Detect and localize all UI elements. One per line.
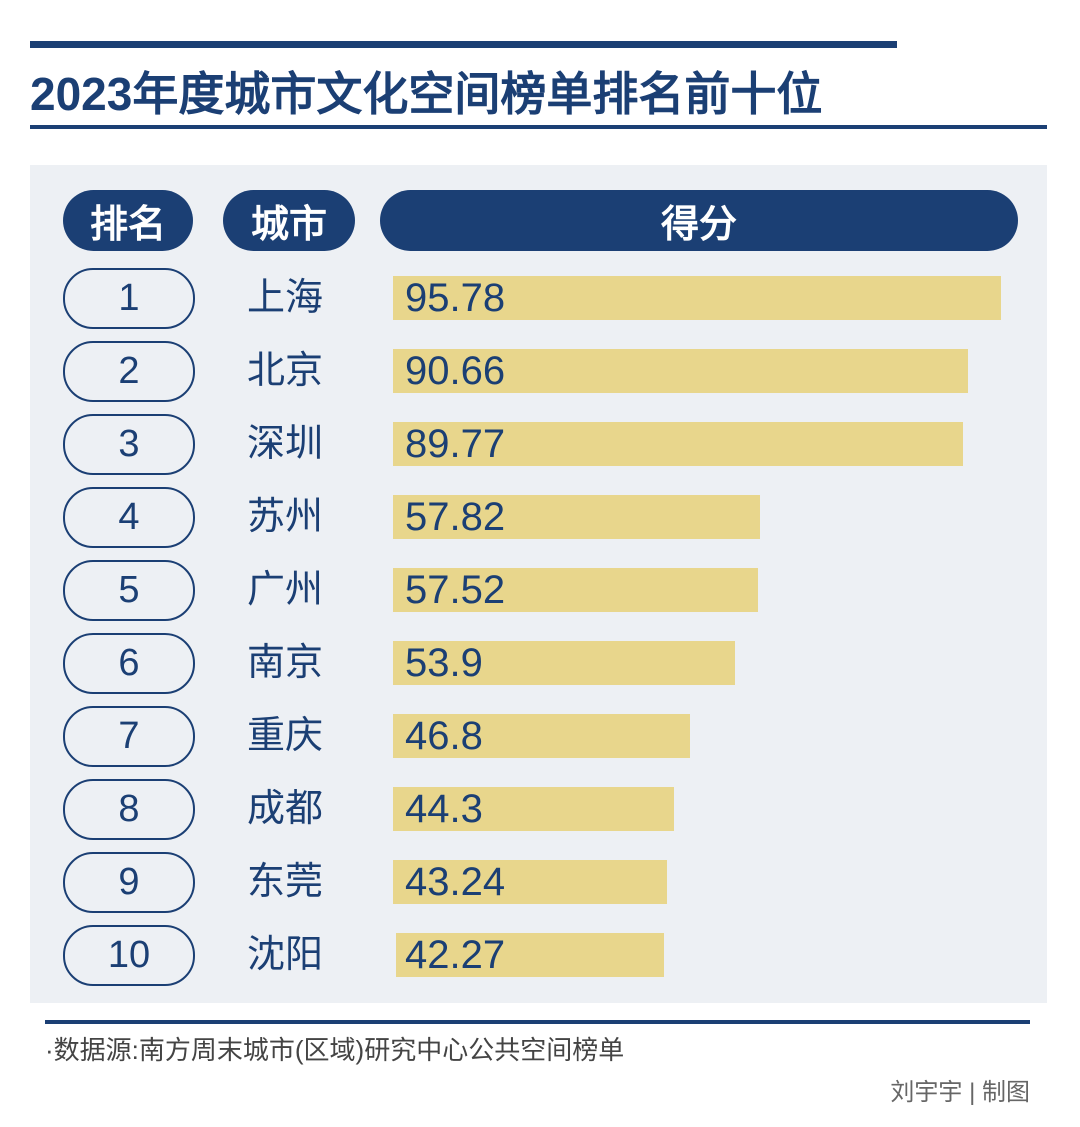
city-label-2: 北京: [247, 350, 324, 392]
bar-6: [393, 641, 736, 685]
bar-5: [393, 568, 759, 612]
value-label-2: 90.66: [405, 349, 506, 393]
city-label-3: 深圳: [247, 423, 324, 465]
city-label-10: 沈阳: [247, 934, 324, 976]
rank-pill-8: 8: [63, 779, 195, 840]
chart-title: 2023年度城市文化空间榜单排名前十位: [30, 68, 823, 120]
title-top-rule: [30, 41, 897, 48]
bar-8: [393, 787, 675, 831]
rank-pill-3: 3: [63, 414, 195, 475]
bar-7: [393, 714, 691, 758]
rank-pill-5: 5: [63, 560, 195, 621]
city-label-9: 东莞: [247, 861, 324, 903]
bar-4: [393, 495, 761, 539]
bar-3: [393, 422, 963, 466]
city-label-8: 成都: [247, 788, 324, 830]
source-note: ·数据源:南方周末城市(区域)研究中心公共空间榜单: [45, 1035, 625, 1065]
credit-note: 刘宇宇 | 制图: [890, 1079, 1030, 1106]
bar-10: [396, 933, 665, 977]
value-label-5: 57.52: [405, 568, 506, 612]
header-rank: 排名: [63, 190, 193, 251]
rank-pill-6: 6: [63, 633, 195, 694]
rank-pill-9: 9: [63, 852, 195, 913]
bar-1: [393, 276, 1001, 320]
value-label-7: 46.8: [405, 714, 483, 758]
rank-pill-2: 2: [63, 341, 195, 402]
value-label-8: 44.3: [405, 787, 483, 831]
footer-rule: [45, 1020, 1030, 1024]
city-label-4: 苏州: [247, 496, 324, 538]
city-label-6: 南京: [247, 642, 324, 684]
value-label-6: 53.9: [405, 641, 483, 685]
rank-pill-4: 4: [63, 487, 195, 548]
value-label-1: 95.78: [405, 276, 506, 320]
header-score: 得分: [380, 190, 1018, 251]
title-bottom-rule: [30, 125, 1047, 129]
city-label-5: 广州: [247, 569, 324, 611]
value-label-9: 43.24: [405, 860, 506, 904]
bar-9: [393, 860, 668, 904]
rank-pill-10: 10: [63, 925, 195, 986]
header-city: 城市: [223, 190, 355, 251]
city-label-7: 重庆: [247, 715, 324, 757]
value-label-10: 42.27: [405, 933, 506, 977]
rank-pill-7: 7: [63, 706, 195, 767]
rank-pill-1: 1: [63, 268, 195, 329]
value-label-4: 57.82: [405, 495, 506, 539]
value-label-3: 89.77: [405, 422, 506, 466]
bar-2: [393, 349, 969, 393]
city-label-1: 上海: [247, 277, 324, 319]
